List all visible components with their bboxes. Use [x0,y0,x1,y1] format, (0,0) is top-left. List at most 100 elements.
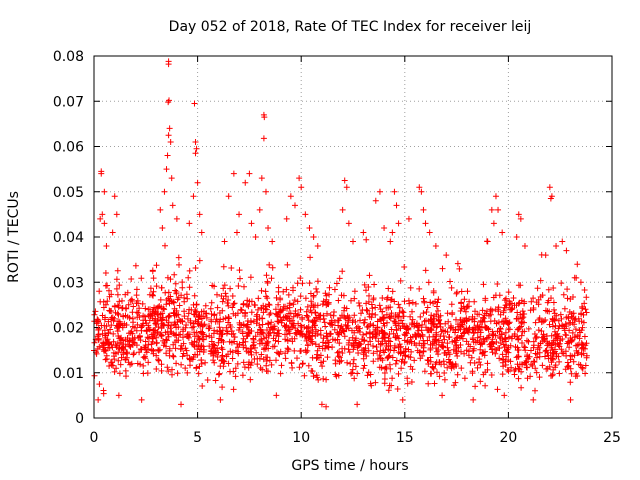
data-point [242,179,249,186]
data-point [521,243,528,250]
data-point [260,135,267,142]
data-point [376,188,383,195]
data-point [161,188,168,195]
data-points [91,58,590,410]
data-point [283,215,290,222]
data-point [252,234,259,240]
y-tick-label: 0.05 [53,185,84,201]
data-point [159,224,166,231]
x-tick-label: 0 [90,430,99,446]
data-point [265,224,272,231]
data-point [405,215,412,222]
data-point [165,132,172,139]
data-point [306,224,313,231]
data-point [302,211,309,218]
data-point [192,150,199,157]
data-point [488,206,495,213]
data-point [470,396,477,403]
data-point [296,175,303,182]
data-point [501,392,508,399]
data-point [350,238,356,245]
y-tick-label: 0.01 [53,366,84,382]
data-point [167,138,174,145]
y-axis-label: ROTI / TECUs [6,191,22,283]
data-point [198,229,205,236]
data-point [416,184,423,191]
data-point [190,193,197,200]
data-point [577,279,584,286]
data-point [273,392,280,399]
data-point [542,252,549,259]
data-point [164,152,171,159]
data-point [395,220,402,227]
data-point [225,193,232,200]
data-point [236,211,243,218]
data-point [163,166,170,173]
data-point [269,238,276,245]
y-tick-label: 0.03 [53,275,84,291]
data-point [246,170,253,177]
data-point [389,229,396,236]
plot-frame [93,55,613,419]
data-point [113,211,120,218]
data-point [563,247,570,254]
data-point [168,175,175,182]
data-point [391,188,398,195]
data-point [354,401,361,408]
data-point [173,215,180,222]
data-point [115,392,122,399]
point-cloud [91,236,590,397]
data-point [217,396,224,403]
data-point [166,125,173,132]
data-point [191,100,198,107]
y-tick-label: 0.04 [53,230,84,246]
x-tick-label: 15 [396,430,414,446]
data-point [323,403,330,410]
data-point [420,206,427,213]
x-tick-label: 5 [193,430,202,446]
y-tick-label: 0 [75,411,84,427]
data-point [490,220,497,227]
data-point [287,193,294,200]
x-tick-label: 25 [603,430,621,446]
data-point [553,243,560,250]
data-point [261,114,268,121]
data-point [291,202,298,209]
data-point [178,401,185,408]
data-point [248,220,255,227]
data-point [387,238,394,245]
chart-title: Day 052 of 2018, Rate Of TEC Index for r… [169,19,532,35]
data-point [513,234,520,240]
data-point [230,170,237,177]
x-tick-label: 20 [499,430,517,446]
data-point [495,206,502,213]
data-point [517,215,524,222]
data-point [399,396,406,403]
data-point [165,61,172,68]
data-point [492,193,499,200]
data-point [196,211,203,218]
data-point [186,220,193,227]
data-point [546,184,553,191]
data-point [418,188,425,195]
data-point [138,396,145,403]
data-point [343,184,350,191]
data-point [310,234,317,240]
data-point [499,229,506,236]
data-point [103,243,110,250]
data-point [99,211,106,218]
data-point [165,99,172,106]
data-point [314,243,321,250]
data-point [221,238,228,245]
data-point [157,206,164,213]
data-point [192,138,199,145]
data-point [381,224,388,231]
data-point [111,193,118,200]
x-tick-label: 10 [292,430,310,446]
data-point [98,168,105,175]
data-point [193,145,200,152]
data-point [515,211,522,218]
data-point [432,243,439,250]
axis-ticks: 0 0.01 0.02 0.03 0.04 0.05 0.06 0.07 0.08 0 5 10 15 2… [53,49,621,446]
data-point [258,175,265,182]
